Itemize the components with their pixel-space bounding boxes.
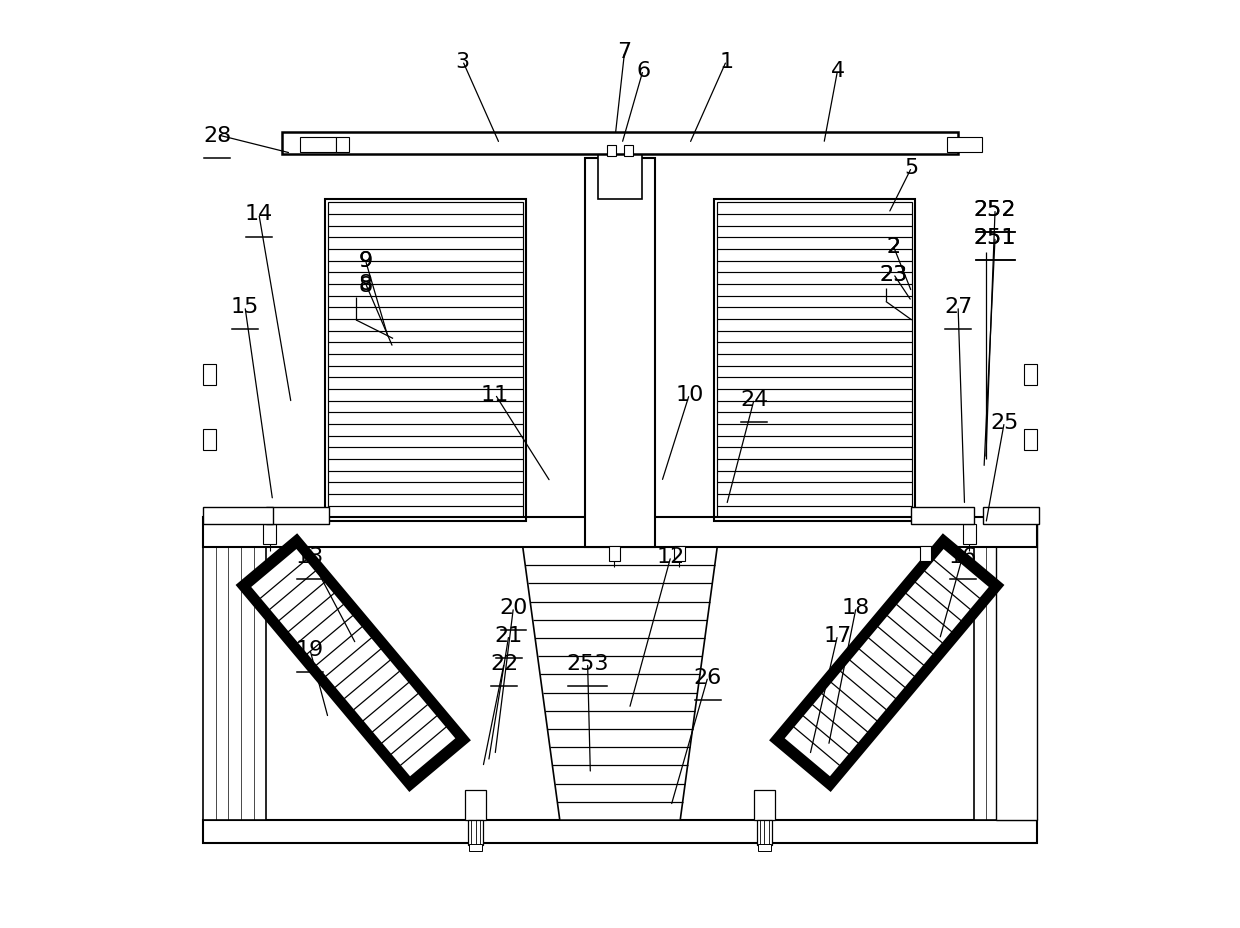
Text: 12: 12 [657,547,684,566]
Text: 17: 17 [823,625,852,645]
Bar [585,159,655,548]
Text: 9: 9 [358,251,372,270]
Bar [203,430,216,450]
Bar [1024,365,1037,385]
Bar [203,508,273,524]
Bar [983,508,1039,524]
Bar [911,508,973,524]
Bar [300,138,336,153]
Text: 252: 252 [973,200,1017,220]
Text: 27: 27 [944,297,972,316]
Text: 13: 13 [295,547,324,566]
Text: 19: 19 [295,639,324,659]
Bar [973,548,1037,820]
Bar [469,844,482,851]
Bar [717,203,911,518]
Bar [203,365,216,385]
Bar [1024,430,1037,450]
Text: 18: 18 [842,598,870,617]
Bar [203,820,1037,844]
Text: 16: 16 [949,547,977,566]
Bar [325,200,526,522]
Bar [465,791,486,820]
Text: 22: 22 [490,653,518,673]
Text: 8: 8 [358,274,372,293]
Text: 24: 24 [740,389,769,409]
Bar [598,155,642,200]
Text: 6: 6 [636,61,650,81]
Text: 3: 3 [455,52,470,71]
Bar [947,138,982,153]
Text: 251: 251 [973,227,1017,247]
Bar [608,146,616,157]
Polygon shape [785,549,988,777]
Text: 7: 7 [618,43,631,62]
Bar [714,200,915,522]
Bar [754,791,775,820]
Bar [673,547,684,561]
Polygon shape [770,535,1003,791]
Bar [996,524,1037,820]
Bar [281,133,959,155]
Bar [758,844,771,851]
Bar [624,146,632,157]
Text: 23: 23 [879,264,908,284]
Bar [329,203,523,518]
Text: 251: 251 [973,227,1017,247]
Bar [263,524,277,545]
Text: 9: 9 [358,251,372,270]
Text: 253: 253 [567,653,609,673]
Text: 11: 11 [481,384,510,405]
Text: 20: 20 [500,598,528,617]
Polygon shape [252,549,455,777]
Text: 252: 252 [973,200,1017,220]
Polygon shape [523,548,717,820]
Text: 23: 23 [879,264,908,284]
Text: 4: 4 [831,61,844,81]
Bar [203,548,267,820]
Text: 10: 10 [676,384,703,405]
Bar [467,820,482,845]
Text: 2: 2 [887,237,900,256]
Bar [609,547,620,561]
Bar [920,547,931,561]
Text: 5: 5 [905,158,919,178]
Bar [203,518,1037,548]
Bar [962,524,976,545]
Text: 2: 2 [887,237,900,256]
Bar [336,138,348,153]
Polygon shape [237,535,470,791]
Text: 8: 8 [358,276,372,295]
Text: 1: 1 [719,52,734,71]
Bar [267,508,329,524]
Text: 14: 14 [244,204,273,225]
Bar [758,820,773,845]
Text: 25: 25 [991,412,1018,432]
Text: 26: 26 [694,667,722,687]
Text: 28: 28 [203,125,231,146]
Text: 15: 15 [231,297,259,316]
Text: 21: 21 [495,625,523,645]
